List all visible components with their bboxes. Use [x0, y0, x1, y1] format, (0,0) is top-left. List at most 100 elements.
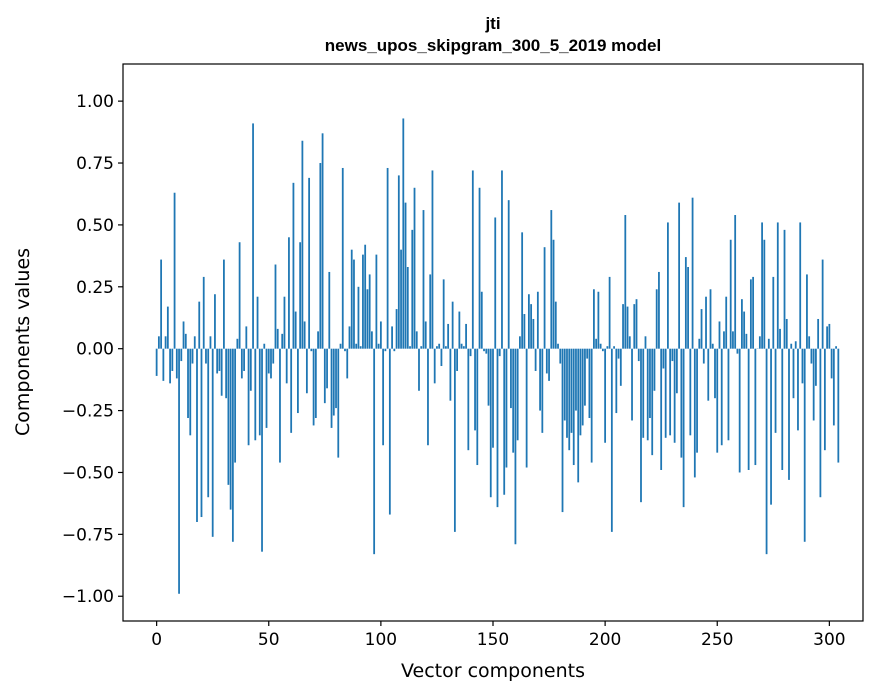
bar-149	[489, 348, 492, 498]
bar-30	[223, 259, 225, 349]
bar-80	[335, 348, 337, 409]
bar-203	[610, 348, 613, 532]
bar-69	[310, 348, 313, 352]
bar-254	[725, 296, 728, 349]
bar-172	[541, 348, 544, 433]
bar-244	[702, 348, 705, 364]
bar-228	[667, 222, 669, 349]
bar-47	[261, 348, 263, 552]
bar-270	[761, 222, 763, 349]
bar-162	[519, 336, 521, 349]
bar-10	[178, 348, 180, 594]
bar-271	[763, 239, 766, 349]
bar-140	[469, 348, 472, 357]
bar-249	[714, 348, 716, 399]
bar-182	[563, 348, 566, 421]
bar-12	[182, 321, 185, 349]
bar-65	[301, 140, 304, 349]
bar-220	[649, 348, 651, 419]
bar-258	[734, 215, 737, 349]
bar-101	[382, 348, 385, 446]
bar-185	[570, 348, 573, 433]
bar-56	[281, 333, 284, 349]
bar-183	[566, 348, 568, 438]
bar-230	[671, 348, 674, 362]
bar-82	[339, 343, 342, 349]
bar-197	[597, 291, 600, 349]
bar-72	[317, 331, 319, 349]
bar-58	[285, 348, 288, 384]
bar-111	[404, 202, 407, 349]
bar-121	[427, 348, 429, 446]
bar-248	[711, 343, 714, 349]
bar-74	[321, 133, 324, 349]
bar-125	[436, 346, 438, 349]
bar-214	[635, 299, 638, 349]
bar-300	[828, 323, 831, 349]
bar-159	[512, 348, 515, 453]
bar-53	[274, 264, 277, 349]
bar-0	[155, 348, 158, 376]
bar-11	[180, 348, 183, 362]
bar-256	[729, 239, 732, 349]
bar-288	[801, 348, 804, 384]
bar-63	[297, 348, 299, 414]
x-tick-label: 300	[813, 630, 845, 650]
bar-155	[503, 348, 506, 495]
bar-134	[456, 348, 459, 371]
bar-86	[348, 326, 351, 349]
bar-304	[837, 348, 840, 463]
bar-223	[655, 289, 658, 349]
bar-124	[433, 348, 436, 384]
bar-41	[247, 348, 250, 446]
y-tick-label: −0.75	[62, 525, 114, 545]
bar-184	[568, 348, 571, 451]
bar-177	[552, 239, 555, 349]
bar-225	[660, 348, 663, 470]
bar-110	[402, 118, 405, 349]
bar-90	[357, 286, 360, 349]
bar-205	[615, 348, 618, 414]
bar-287	[799, 222, 802, 349]
bar-176	[550, 210, 553, 349]
bar-78	[330, 348, 333, 428]
bar-22	[205, 348, 207, 364]
plot-area-frame	[122, 63, 864, 622]
bar-147	[485, 348, 488, 354]
bar-130	[447, 323, 450, 349]
bar-49	[265, 348, 268, 428]
bar-282	[788, 348, 790, 480]
bar-192	[586, 348, 589, 359]
bar-141	[471, 170, 474, 349]
bar-18	[196, 348, 198, 522]
bar-13	[184, 333, 187, 349]
bar-152	[496, 348, 499, 508]
bar-255	[727, 348, 730, 441]
bar-145	[480, 291, 483, 349]
bar-221	[651, 348, 654, 456]
bar-293	[812, 348, 815, 421]
bar-237	[687, 267, 689, 349]
bar-292	[810, 348, 813, 364]
bar-161	[516, 348, 519, 441]
bar-54	[276, 328, 279, 349]
bar-29	[220, 348, 223, 396]
y-tick-label: 1.00	[76, 92, 114, 112]
bar-146	[483, 348, 485, 352]
bar-191	[584, 348, 586, 406]
y-axis: −1.00 −0.75 −0.50 −0.25 0.00 0.25 0.50 0.75 1.00	[62, 92, 123, 607]
bar-291	[808, 336, 811, 349]
bar-239	[691, 197, 694, 349]
bar-302	[832, 348, 835, 426]
bar-75	[323, 348, 326, 404]
bar-26	[214, 294, 216, 349]
bar-272	[765, 348, 768, 555]
x-tick-label: 250	[701, 630, 733, 650]
bar-93	[364, 244, 367, 349]
bar-94	[366, 289, 369, 349]
bar-104	[388, 348, 391, 515]
bar-275	[772, 276, 775, 349]
bar-99	[377, 343, 380, 349]
bar-127	[440, 348, 443, 367]
x-tick-label: 200	[589, 630, 621, 650]
